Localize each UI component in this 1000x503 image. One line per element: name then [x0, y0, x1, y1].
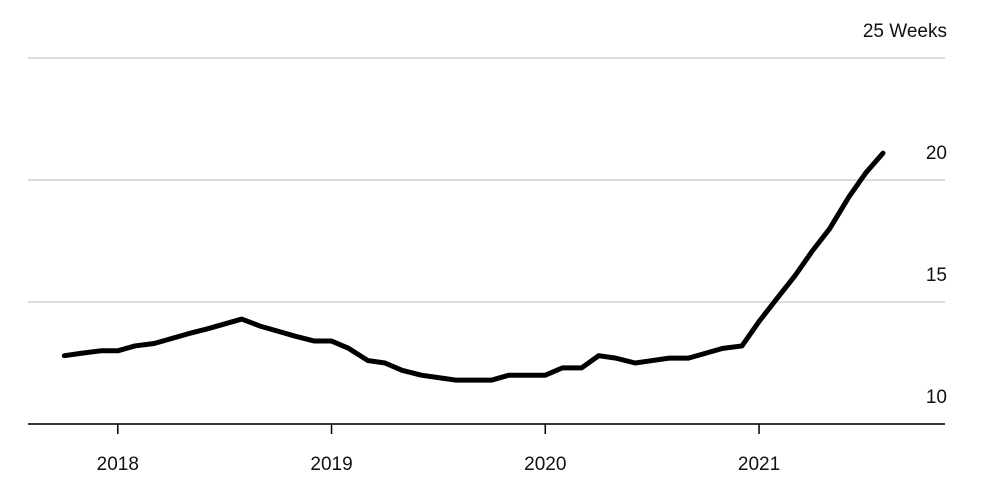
x-tick-label: 2021	[738, 454, 780, 475]
data-line	[61, 150, 886, 383]
x-tick-label: 2018	[97, 454, 139, 475]
y-tick-label: 25 Weeks	[863, 21, 947, 42]
x-tick-label: 2020	[524, 454, 566, 475]
y-tick-label: 20	[926, 143, 947, 164]
y-tick-label: 10	[926, 387, 947, 408]
y-tick-label: 15	[926, 265, 947, 286]
x-tick-label: 2019	[310, 454, 352, 475]
